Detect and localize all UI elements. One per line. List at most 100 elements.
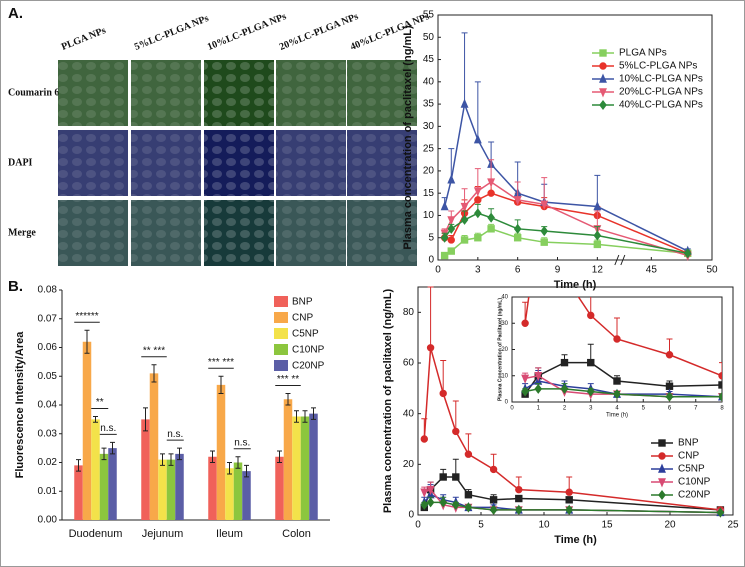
- point: [460, 214, 469, 225]
- error-bar: [427, 286, 434, 348]
- y-tick-label: 0.05: [38, 371, 58, 382]
- legend-marker: [599, 99, 607, 111]
- y-tick-label: 10: [423, 210, 435, 221]
- point: [718, 391, 722, 402]
- micrograph-texture: [131, 200, 201, 266]
- legend-label: C20NP: [678, 490, 711, 501]
- y-tick-label: 0.06: [38, 342, 58, 353]
- error-bar: [277, 450, 282, 463]
- micrograph-texture: [276, 200, 346, 266]
- point: [487, 189, 495, 197]
- micrograph-texture: [347, 200, 417, 266]
- y-tick-label: 30: [423, 121, 435, 132]
- legend-label: 20%LC-PLGA NPs: [619, 87, 703, 98]
- y-tick-label: 45: [423, 54, 435, 65]
- point: [613, 377, 621, 385]
- point: [718, 381, 722, 389]
- column-label: 40%LC-PLGA NPs: [349, 11, 431, 53]
- error-bar: [177, 447, 182, 461]
- point: [460, 98, 469, 108]
- panel-label: B.: [8, 278, 23, 295]
- error-bar: [461, 32, 468, 105]
- x-tick-label: 3: [589, 406, 593, 412]
- y-tick-label: 0: [408, 510, 414, 521]
- x-axis-title: Time (h): [554, 534, 597, 546]
- point: [487, 178, 496, 188]
- error-bar: [541, 177, 548, 205]
- point: [474, 196, 482, 204]
- y-tick-label: 0.04: [38, 400, 58, 411]
- error-bar: [562, 242, 568, 276]
- bar: [208, 456, 217, 520]
- legend-label: BNP: [678, 438, 699, 449]
- x-tick-label: 3: [475, 265, 481, 276]
- point: [586, 386, 595, 397]
- point: [452, 427, 460, 436]
- bar: [82, 341, 92, 520]
- point: [540, 238, 548, 246]
- y-tick-label: 60: [403, 358, 415, 369]
- point: [665, 382, 674, 390]
- y-tick-label: 25: [423, 143, 435, 154]
- error-bar: [452, 400, 459, 432]
- bar: [300, 416, 310, 520]
- error-bar: [311, 407, 316, 420]
- point: [540, 200, 549, 210]
- micrograph-texture: [204, 130, 274, 196]
- point: [440, 201, 449, 211]
- error-bar: [218, 375, 224, 394]
- legend-marker: [658, 489, 666, 501]
- point: [487, 212, 495, 223]
- error-bar: [151, 364, 157, 383]
- legend-label: C10NP: [678, 477, 711, 488]
- error-bar: [84, 329, 90, 354]
- x-tick-label: 10: [538, 520, 550, 531]
- x-tick-label: Ileum: [216, 528, 243, 540]
- legend-label: CNP: [292, 313, 313, 324]
- x-tick-label: 6: [668, 406, 672, 412]
- y-tick-label: 0.01: [38, 486, 58, 497]
- point: [420, 435, 428, 443]
- error-bar: [719, 362, 722, 376]
- bar: [275, 456, 284, 520]
- micrograph-texture: [131, 130, 201, 196]
- point: [426, 344, 435, 352]
- plot-frame: [437, 14, 713, 261]
- point: [560, 383, 569, 394]
- y-tick-label: 20: [501, 347, 508, 353]
- bar: [309, 413, 318, 520]
- row-label: Coumarin 6: [8, 87, 59, 98]
- bar: [242, 471, 251, 520]
- y-tick-label: 0.02: [38, 457, 58, 468]
- significance-label: n.s.: [100, 423, 116, 434]
- legend-swatch: [274, 312, 288, 323]
- micrograph-texture: [276, 130, 346, 196]
- x-tick-label: 5: [478, 520, 484, 531]
- x-tick-label: 9: [555, 265, 561, 276]
- series-line: [443, 181, 688, 257]
- point: [587, 311, 595, 320]
- bar: [175, 453, 184, 520]
- row-label: DAPI: [8, 157, 33, 168]
- legend-label: 5%LC-PLGA NPs: [619, 61, 697, 72]
- y-tick-label: 0.08: [38, 285, 58, 296]
- legend-label: C10NP: [292, 345, 325, 356]
- point: [565, 496, 573, 504]
- bar: [233, 462, 243, 520]
- row-label: Merge: [8, 227, 36, 238]
- point: [487, 225, 495, 233]
- x-tick-label: 20: [664, 520, 676, 531]
- micrograph-texture: [276, 60, 346, 126]
- x-tick-label: 1: [537, 406, 541, 412]
- point: [593, 230, 602, 241]
- point: [565, 504, 574, 515]
- error-bar: [235, 456, 241, 469]
- micrograph-texture: [58, 60, 128, 126]
- significance-label: n.s.: [167, 429, 183, 440]
- legend-marker: [599, 49, 607, 57]
- legend-swatch: [274, 328, 288, 339]
- significance-label: **: [96, 397, 104, 408]
- error-bar: [110, 441, 115, 455]
- point: [489, 465, 498, 474]
